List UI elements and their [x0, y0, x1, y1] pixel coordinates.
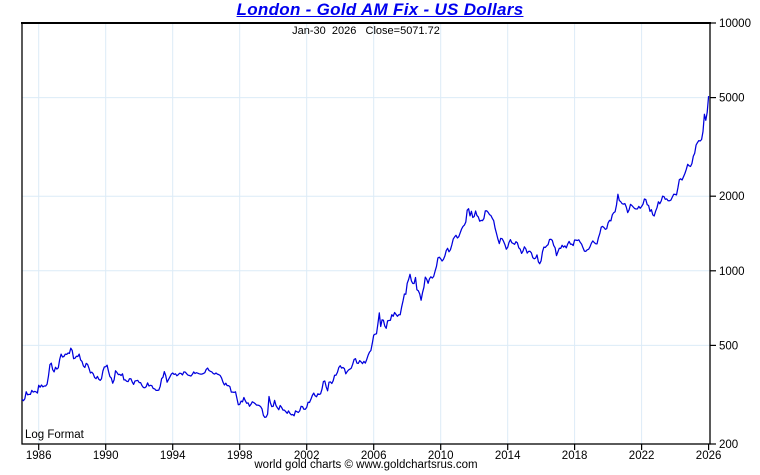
y-tick-label: 5000: [719, 93, 745, 105]
x-tick-label: 1986: [26, 450, 52, 462]
y-tick-label: 1000: [719, 266, 745, 278]
x-tick-label: 2010: [428, 450, 454, 462]
y-tick-label: 500: [719, 340, 738, 352]
x-tick-label: 1998: [227, 450, 253, 462]
plot-border: [21, 22, 711, 445]
x-tick-label: 2018: [562, 450, 588, 462]
x-tick-label: 1990: [93, 450, 119, 462]
footer-credit: world gold charts © www.goldchartsrus.co…: [254, 459, 478, 471]
x-tick-label: 2002: [294, 450, 320, 462]
log-format-label: Log Format: [25, 429, 84, 441]
x-tick-label: 2014: [495, 450, 521, 462]
y-tick-label: 200: [719, 439, 738, 451]
y-tick-label: 2000: [719, 191, 745, 203]
x-tick-label: 2006: [361, 450, 387, 462]
x-tick-label: 1994: [160, 450, 186, 462]
chart-title: London - Gold AM Fix - US Dollars: [236, 0, 524, 19]
x-tick-label: 2022: [629, 450, 655, 462]
x-tick-label: 2026: [696, 450, 722, 462]
y-tick-label: 10000: [719, 18, 751, 30]
price-line: [21, 96, 710, 419]
chart-subtitle: Jan-30 2026 Close=5071.72: [292, 25, 440, 37]
